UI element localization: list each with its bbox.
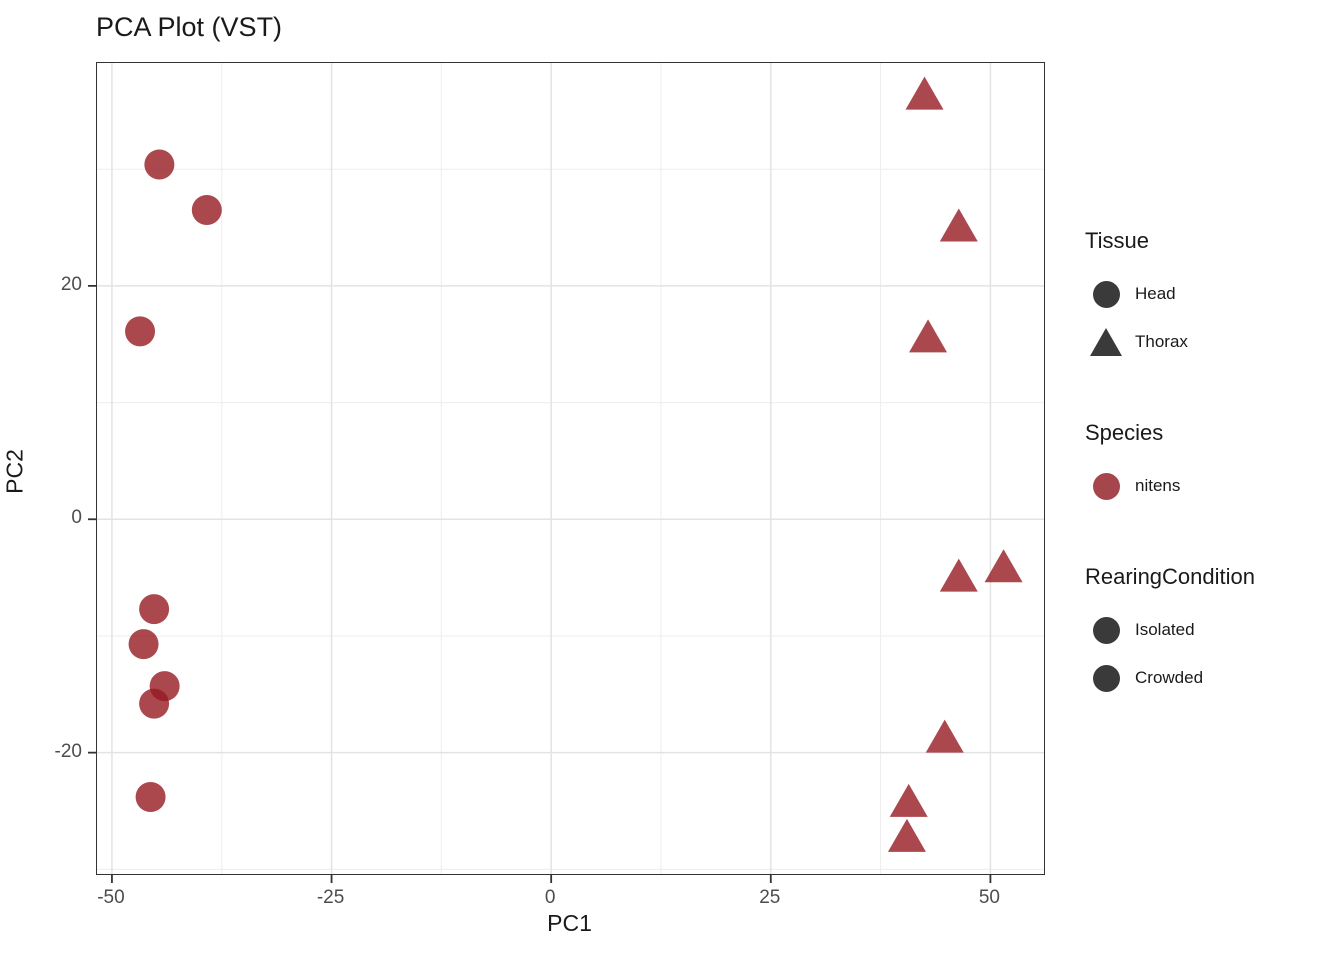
data-point-head bbox=[125, 316, 156, 347]
plot-panel bbox=[88, 62, 1045, 883]
isolated-circle-icon bbox=[1092, 616, 1120, 644]
y-axis-title: PC2 bbox=[1, 449, 28, 494]
crowded-circle-icon bbox=[1092, 664, 1120, 692]
x-tick-label: 50 bbox=[978, 887, 1000, 908]
legend-group-tissue: Tissue Head Thorax bbox=[1085, 228, 1335, 366]
data-point-thorax bbox=[889, 783, 928, 817]
legend-title-tissue: Tissue bbox=[1085, 228, 1149, 253]
y-tick-label: 20 bbox=[60, 273, 82, 295]
legend-title-species: Species bbox=[1085, 420, 1164, 445]
legend-item-crowded: Crowded bbox=[1085, 654, 1335, 702]
scatter-canvas bbox=[88, 63, 1044, 883]
data-point-thorax bbox=[887, 818, 926, 852]
x-axis-title: PC1 bbox=[547, 910, 592, 936]
legend-title-rearing-condition: RearingCondition bbox=[1085, 564, 1255, 589]
legend-item-isolated: Isolated bbox=[1085, 606, 1335, 654]
data-point-thorax bbox=[905, 76, 944, 110]
head-circle-icon bbox=[1092, 280, 1120, 308]
legend-item-head: Head bbox=[1085, 270, 1335, 318]
x-tick-label: 0 bbox=[544, 887, 556, 908]
data-point-head bbox=[191, 195, 222, 226]
legend-item-thorax: Thorax bbox=[1085, 318, 1335, 366]
data-point-head bbox=[135, 781, 166, 812]
y-tick-label: 0 bbox=[71, 507, 82, 529]
legend-label-thorax: Thorax bbox=[1135, 332, 1188, 351]
plot-title: PCA Plot (VST) bbox=[96, 12, 283, 42]
data-point-head bbox=[128, 629, 159, 660]
legend-group-species: Species nitens bbox=[1085, 420, 1335, 510]
legend-label-isolated: Isolated bbox=[1135, 620, 1195, 639]
x-tick-label: 25 bbox=[759, 887, 781, 908]
legend-item-nitens: nitens bbox=[1085, 462, 1335, 510]
data-point-head bbox=[139, 594, 170, 625]
data-point-head bbox=[144, 149, 175, 180]
data-point-thorax bbox=[939, 558, 978, 592]
data-point-head bbox=[139, 688, 170, 719]
data-point-thorax bbox=[925, 719, 964, 753]
thorax-triangle-icon bbox=[1090, 328, 1122, 356]
legend-label-head: Head bbox=[1135, 284, 1176, 303]
legend-label-nitens: nitens bbox=[1135, 476, 1181, 495]
legend: Tissue Head Thorax Species nitens Rearin… bbox=[1085, 228, 1335, 756]
legend-group-rearing-condition: RearingCondition Isolated Crowded bbox=[1085, 564, 1335, 702]
legend-label-crowded: Crowded bbox=[1135, 668, 1204, 687]
data-point-thorax bbox=[939, 208, 978, 242]
data-point-thorax bbox=[909, 319, 948, 353]
nitens-circle-icon bbox=[1092, 472, 1120, 500]
data-point-thorax bbox=[984, 549, 1023, 583]
x-tick-label: -50 bbox=[97, 887, 125, 908]
y-tick-label: -20 bbox=[54, 740, 82, 762]
x-tick-label: -25 bbox=[316, 887, 345, 908]
